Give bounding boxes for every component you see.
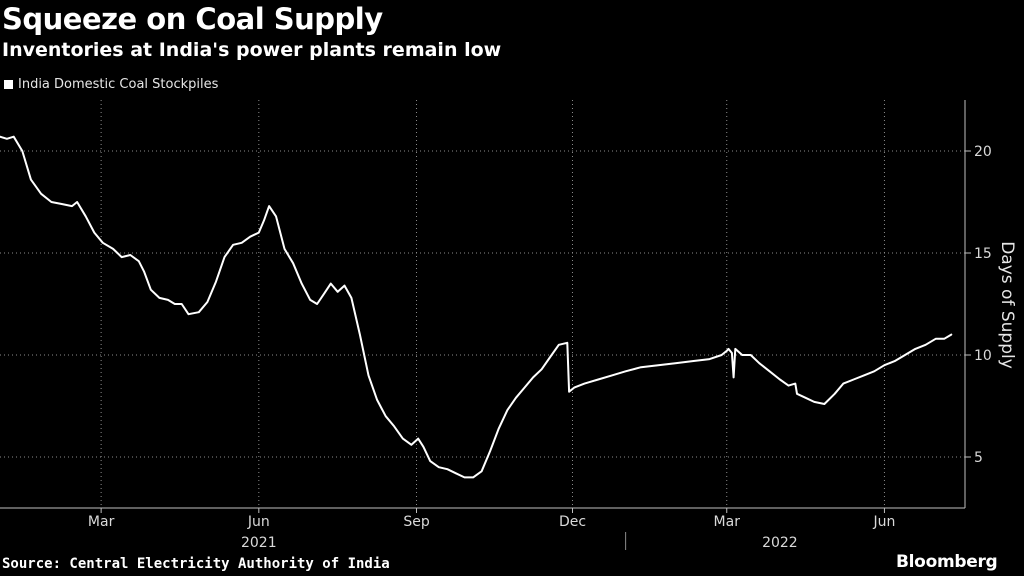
grid xyxy=(0,100,965,508)
x-tick-label: Mar xyxy=(714,514,741,530)
chart-subtitle: Inventories at India's power plants rema… xyxy=(2,39,502,61)
y-axis-title: Days of Supply xyxy=(997,241,1017,369)
y-tick-label: 15 xyxy=(974,246,992,262)
series-line-coal-stockpiles xyxy=(0,135,953,479)
legend-label: India Domestic Coal Stockpiles xyxy=(18,77,219,92)
year-label: 2022 xyxy=(762,535,798,551)
x-tick-label: Sep xyxy=(403,514,430,530)
chart-title: Squeeze on Coal Supply xyxy=(2,2,383,36)
x-tick-label: Mar xyxy=(88,514,115,530)
legend-swatch xyxy=(4,80,13,89)
y-tick-label: 5 xyxy=(974,450,983,466)
x-tick-label: Dec xyxy=(559,514,586,530)
x-tick-label: Jun xyxy=(873,514,896,530)
year-label: 2021 xyxy=(241,535,277,551)
bloomberg-logo: Bloomberg xyxy=(896,552,998,572)
axes xyxy=(0,100,971,550)
y-tick-label: 10 xyxy=(974,348,992,364)
series-layer xyxy=(0,135,953,479)
source-note: Source: Central Electricity Authority of… xyxy=(2,556,390,572)
y-tick-label: 20 xyxy=(974,144,992,160)
legend: India Domestic Coal Stockpiles xyxy=(4,77,218,92)
tick-labels: 5 10 15 20 Mar Jun Sep Dec Mar Jun 2021 2022 xyxy=(88,144,992,551)
x-tick-label: Jun xyxy=(247,514,270,530)
